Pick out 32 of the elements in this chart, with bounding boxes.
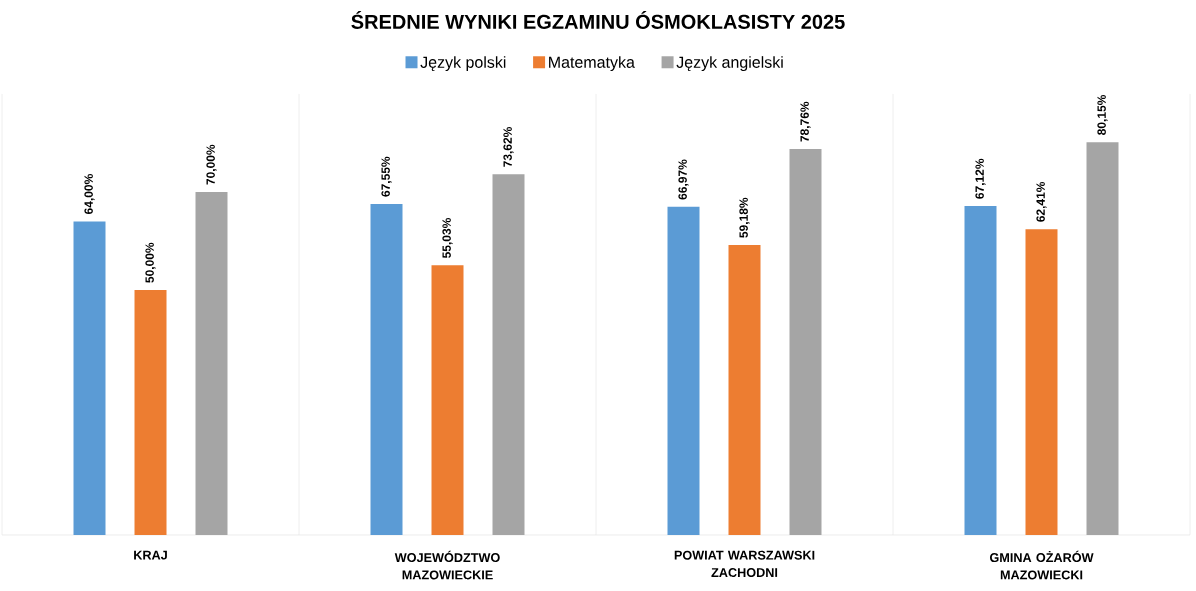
bar <box>370 204 403 535</box>
bar <box>431 265 464 535</box>
bar <box>667 206 700 535</box>
bar <box>73 221 106 535</box>
data-label: 78,76% <box>800 101 811 142</box>
bar <box>789 149 822 535</box>
x-tick-label: GMINA OŻARÓW MAZOWIECKI <box>989 550 1094 580</box>
data-label: 62,41% <box>1036 181 1047 222</box>
bar <box>492 174 525 535</box>
bar <box>1086 142 1119 535</box>
bar <box>195 192 228 535</box>
x-tick-label: KRAJ <box>134 550 167 560</box>
data-label: 80,15% <box>1097 94 1108 135</box>
legend-label: Matematyka <box>549 56 635 72</box>
data-label: 73,62% <box>503 126 514 167</box>
bar <box>1025 229 1058 535</box>
x-tick-label: POWIAT WARSZAWSKI ZACHODNI <box>674 550 815 578</box>
data-label: 50,00% <box>145 242 156 283</box>
data-label: 64,00% <box>84 174 95 215</box>
data-label: 55,03% <box>442 218 453 259</box>
data-label: 70,00% <box>206 144 217 185</box>
data-label: 59,18% <box>739 197 750 238</box>
bar <box>728 245 761 535</box>
legend-label: Język angielski <box>676 56 783 72</box>
chart-title: ŚREDNIE WYNIKI EGZAMINU ÓSMOKLASISTY 2025 <box>351 11 845 29</box>
bar <box>134 289 167 535</box>
legend-label: Język polski <box>420 56 506 72</box>
data-label: 66,97% <box>678 159 689 200</box>
data-label: 67,12% <box>975 158 986 199</box>
bar <box>964 206 997 535</box>
data-label: 67,55% <box>381 156 392 197</box>
x-tick-label: WOJEWÓDZTWO MAZOWIECKIE <box>394 550 500 580</box>
